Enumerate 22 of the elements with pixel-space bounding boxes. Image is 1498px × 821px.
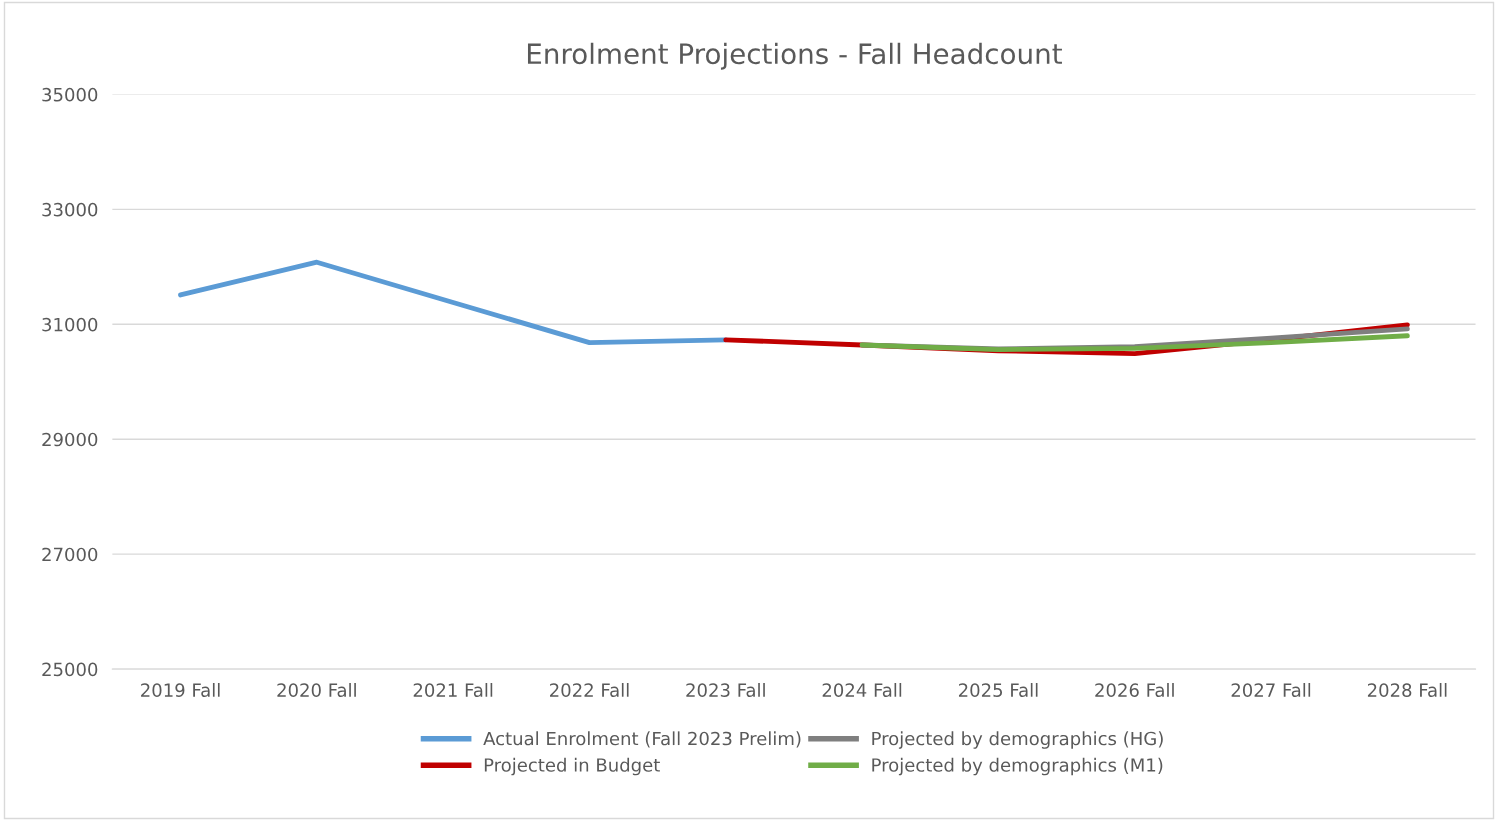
x-tick-label: 2027 Fall	[1231, 683, 1311, 697]
line-series	[859, 333, 1410, 353]
x-tick-label: 2023 Fall	[686, 683, 765, 697]
x-tick-label: 2021 Fall	[413, 683, 493, 697]
x-tick-label: 2022 Fall	[550, 683, 629, 697]
y-tick-label: 25000	[42, 662, 98, 677]
x-tick-label: 2024 Fall	[822, 683, 902, 697]
legend-label: Projected by demographics (HG)	[872, 731, 1163, 749]
y-tick-label: 33000	[42, 202, 98, 217]
x-tick-label: 2020 Fall	[277, 683, 356, 697]
legend-label: Actual Enrolment (Fall 2023 Prelim)	[483, 731, 801, 748]
legend-label: Projected in Budget	[484, 757, 660, 776]
x-tick-label: 2028 Fall	[1367, 683, 1447, 697]
y-tick-label: 29000	[42, 432, 98, 447]
y-tick-label: 27000	[42, 547, 98, 562]
y-tick-label: 35000	[42, 87, 98, 102]
x-tick-label: 2019 Fall	[141, 683, 220, 697]
y-tick-label: 31000	[42, 317, 98, 332]
chart-title: Enrolment Projections - Fall Headcount	[527, 42, 1062, 70]
x-tick-label: 2025 Fall	[958, 683, 1038, 697]
x-tick-label: 2026 Fall	[1095, 683, 1174, 697]
legend-label: Projected by demographics (M1)	[872, 757, 1163, 776]
